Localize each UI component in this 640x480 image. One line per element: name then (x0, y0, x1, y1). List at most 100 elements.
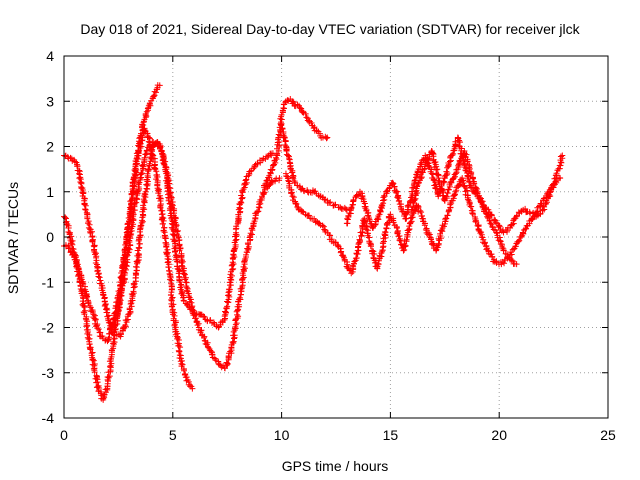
chart-title: Day 018 of 2021, Sidereal Day-to-day VTE… (80, 21, 580, 37)
series-marker (100, 291, 107, 298)
series-marker (476, 196, 483, 203)
series-marker (402, 242, 409, 249)
series-marker (160, 217, 167, 224)
series-marker (149, 151, 156, 158)
series-marker (115, 304, 122, 311)
series-marker (461, 183, 468, 190)
series-marker (166, 267, 173, 274)
series-marker (228, 277, 235, 284)
series-marker (286, 155, 293, 162)
series-marker (150, 93, 157, 100)
series-marker (68, 240, 75, 247)
series-marker (89, 238, 96, 245)
series-marker (281, 134, 288, 141)
data-point (559, 152, 566, 159)
series-marker (177, 278, 184, 285)
series-marker (378, 250, 385, 257)
series-marker (153, 140, 160, 147)
y-tick-label: 0 (46, 229, 54, 245)
series-marker (340, 253, 347, 260)
series-track-E (261, 95, 331, 191)
series-marker (260, 190, 267, 197)
data-point (298, 186, 305, 193)
series-track-F (277, 120, 350, 213)
data-point (507, 224, 514, 231)
x-axis-label: GPS time / hours (282, 458, 389, 474)
series-marker (238, 192, 245, 199)
series-marker (185, 292, 192, 299)
series-marker (117, 296, 124, 303)
data-point (278, 120, 285, 127)
series-marker (224, 360, 231, 367)
y-axis-label: SDTVAR / TECUs (5, 182, 21, 294)
series-marker (447, 157, 454, 164)
series-marker (180, 270, 187, 277)
series-marker (279, 125, 286, 132)
series-marker (486, 217, 493, 224)
series-marker (396, 237, 403, 244)
series-marker (254, 160, 261, 167)
series-marker (356, 236, 363, 243)
series-marker (326, 199, 333, 206)
y-tick-label: 3 (46, 93, 54, 109)
series-marker (131, 280, 138, 287)
series-marker (165, 264, 172, 271)
tick-labels: 0 5 10 15 20 25 -4 -3 -2 -1 0 1 2 3 4 (42, 48, 616, 443)
series-marker (410, 210, 417, 217)
series-marker (290, 194, 297, 201)
series-marker (243, 251, 250, 258)
series-marker (493, 259, 500, 266)
series-marker (145, 166, 152, 173)
series-marker (91, 369, 98, 376)
y-tick-label: -3 (42, 365, 55, 381)
series-track-D (111, 138, 283, 372)
series-marker (351, 258, 358, 265)
series-marker (170, 231, 177, 238)
series-marker (181, 270, 188, 277)
data-point (117, 297, 124, 304)
series-marker (231, 332, 238, 339)
series-marker (245, 241, 252, 248)
series-marker (134, 258, 141, 265)
series-marker (490, 226, 497, 233)
series-marker (288, 190, 295, 197)
series-marker (302, 110, 309, 117)
series-marker (508, 257, 515, 264)
series-marker (89, 308, 96, 315)
series-marker (417, 207, 424, 214)
series-marker (106, 373, 113, 380)
data-point (289, 193, 296, 200)
data-point (513, 261, 520, 268)
series-marker (245, 243, 252, 250)
series-marker (140, 202, 147, 209)
series-marker (371, 250, 378, 257)
series-marker (301, 188, 308, 195)
series-marker (96, 274, 103, 281)
series-marker (126, 218, 133, 225)
series-marker (171, 312, 178, 319)
ticks (63, 55, 609, 419)
series-marker (201, 334, 208, 341)
series-marker (131, 166, 138, 173)
series-marker (140, 119, 147, 126)
series-marker (445, 186, 452, 193)
data-point (285, 152, 292, 159)
data-point (189, 385, 196, 392)
series-marker (403, 236, 410, 243)
series-marker (449, 152, 456, 159)
series-marker (166, 276, 173, 283)
series-marker (512, 243, 519, 250)
series-marker (138, 130, 145, 137)
series-marker (468, 170, 475, 177)
series-marker (391, 183, 398, 190)
series-marker (418, 174, 425, 181)
series-marker (239, 187, 246, 194)
series-marker (129, 291, 136, 298)
series-marker (201, 313, 208, 320)
series-marker (395, 198, 402, 205)
series-marker (123, 317, 130, 324)
series-marker (118, 286, 125, 293)
series-marker (478, 229, 485, 236)
series-marker (103, 306, 110, 313)
series-marker (123, 262, 130, 269)
